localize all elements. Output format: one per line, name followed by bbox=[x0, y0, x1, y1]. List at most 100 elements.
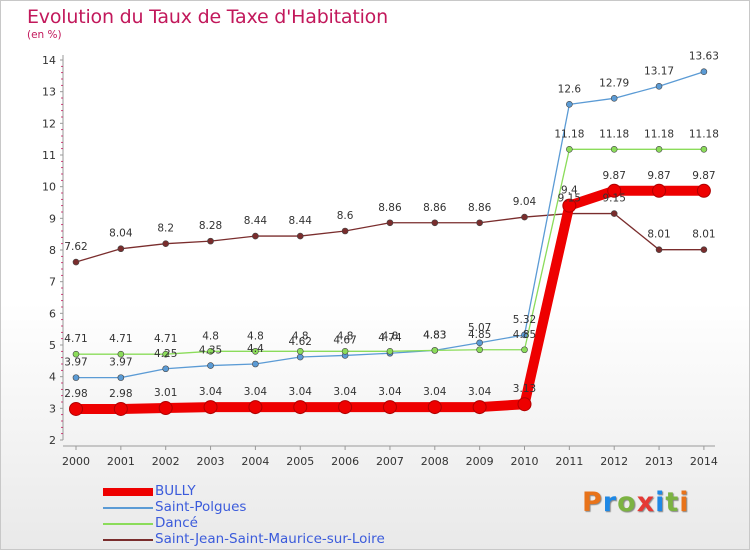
data-label-3: 8.01 bbox=[647, 229, 670, 241]
data-label-0: 2.98 bbox=[64, 388, 87, 400]
data-labels: 2.98 2.98 3.01 3.04 3.04 3.04 3.04 3.04 3.04 3.04… bbox=[64, 51, 719, 400]
y-tick-label: 13 bbox=[42, 86, 56, 99]
x-tick-label: 2004 bbox=[241, 455, 269, 468]
logo-letter: t bbox=[665, 487, 680, 518]
data-label-1: 3.97 bbox=[109, 357, 132, 369]
data-label-0: 3.04 bbox=[199, 386, 223, 398]
data-label-3: 8.44 bbox=[289, 215, 313, 227]
data-label-1: 12.79 bbox=[599, 77, 629, 89]
data-label-2: 4.85 bbox=[468, 329, 491, 341]
data-label-2: 4.8 bbox=[247, 330, 264, 342]
data-point-3 bbox=[386, 219, 394, 227]
data-label-1: 4.67 bbox=[333, 334, 356, 346]
data-label-1: 4.35 bbox=[199, 345, 222, 357]
data-point-0 bbox=[472, 400, 487, 415]
data-label-3: 9.15 bbox=[558, 193, 581, 205]
data-point-3 bbox=[72, 258, 80, 266]
data-point-2 bbox=[476, 346, 483, 354]
data-label-1: 4.83 bbox=[423, 329, 446, 341]
chart-title: Evolution du Taux de Taxe d'Habitation bbox=[27, 6, 388, 28]
legend-swatch-bully bbox=[103, 488, 153, 496]
data-point-1 bbox=[700, 68, 708, 76]
x-tick-label: 2002 bbox=[152, 455, 180, 468]
data-label-3: 8.86 bbox=[423, 202, 447, 214]
data-point-3 bbox=[341, 227, 349, 235]
proxiti-logo: Proxiti bbox=[582, 487, 690, 518]
legend-swatch-dance bbox=[103, 523, 153, 525]
data-point-2 bbox=[252, 348, 259, 355]
data-point-3 bbox=[296, 232, 304, 240]
data-point-3 bbox=[252, 232, 259, 240]
data-point-3 bbox=[117, 245, 125, 253]
data-point-1 bbox=[296, 353, 304, 361]
data-label-2: 4.8 bbox=[202, 330, 219, 342]
x-tick-label: 2007 bbox=[376, 455, 404, 468]
x-tick-label: 2008 bbox=[421, 455, 449, 468]
data-label-1: 4.62 bbox=[289, 336, 312, 348]
data-point-2 bbox=[117, 350, 125, 358]
axes: 2 3 4 5 6 7 8 9 10 11 12 13 14 2000 2001 2002 2003 2004 20… bbox=[42, 54, 718, 468]
x-tick-label: 2010 bbox=[511, 455, 539, 468]
data-label-2: 4.85 bbox=[513, 329, 536, 341]
data-label-2: 11.18 bbox=[689, 128, 719, 140]
legend-label-dance: Dancé bbox=[155, 515, 198, 531]
data-label-3: 8.44 bbox=[244, 215, 268, 227]
y-tick-label: 12 bbox=[42, 117, 56, 130]
x-tick-label: 2009 bbox=[466, 455, 494, 468]
data-label-0: 3.04 bbox=[468, 386, 492, 398]
data-point-1 bbox=[207, 362, 214, 369]
data-point-3 bbox=[207, 237, 214, 245]
data-point-0 bbox=[158, 401, 173, 416]
data-point-0 bbox=[69, 401, 83, 416]
data-point-2 bbox=[655, 146, 663, 153]
data-label-0: 9.87 bbox=[647, 170, 670, 182]
data-point-2 bbox=[431, 347, 439, 354]
data-point-1 bbox=[476, 339, 483, 347]
data-point-3 bbox=[700, 246, 708, 253]
data-point-2 bbox=[72, 350, 80, 358]
data-label-3: 9.04 bbox=[513, 196, 537, 208]
data-point-3 bbox=[431, 219, 439, 227]
logo-letter: P bbox=[582, 487, 603, 518]
data-point-0 bbox=[652, 183, 667, 198]
y-tick-label: 5 bbox=[49, 339, 56, 352]
y-tick-label: 6 bbox=[49, 307, 56, 320]
data-point-2 bbox=[207, 348, 214, 355]
data-label-1: 5.07 bbox=[468, 322, 491, 334]
data-label-3: 8.86 bbox=[468, 202, 492, 214]
data-point-1 bbox=[566, 101, 573, 108]
data-point-3 bbox=[655, 246, 663, 253]
logo-letter: o bbox=[617, 487, 637, 518]
data-label-2: 11.18 bbox=[554, 128, 584, 140]
data-point-0 bbox=[113, 401, 128, 416]
data-point-2 bbox=[566, 146, 573, 153]
series-lines bbox=[69, 68, 711, 416]
x-tick-label: 2014 bbox=[690, 455, 718, 468]
x-tick-label: 2003 bbox=[197, 455, 225, 468]
data-label-2: 4.8 bbox=[337, 330, 354, 342]
data-point-2 bbox=[386, 348, 394, 355]
x-tick-label: 2000 bbox=[62, 455, 90, 468]
x-tick-label: 2005 bbox=[286, 455, 314, 468]
data-label-3: 7.62 bbox=[64, 241, 87, 253]
data-point-3 bbox=[162, 240, 169, 247]
legend-label-bully: BULLY bbox=[155, 483, 196, 499]
data-label-3: 8.04 bbox=[109, 228, 133, 240]
data-label-1: 13.63 bbox=[689, 51, 719, 63]
y-tick-label: 7 bbox=[49, 276, 56, 289]
data-label-3: 8.01 bbox=[692, 229, 715, 241]
data-point-0 bbox=[607, 183, 622, 198]
y-tick-label: 8 bbox=[49, 244, 56, 257]
data-label-2: 4.71 bbox=[109, 333, 132, 345]
y-tick-label: 2 bbox=[49, 434, 56, 447]
data-label-1: 4.74 bbox=[378, 332, 402, 344]
legend-swatch-saint-polgues bbox=[103, 507, 153, 509]
data-label-3: 8.2 bbox=[157, 223, 174, 235]
data-label-0: 3.04 bbox=[378, 386, 402, 398]
data-label-2: 4.71 bbox=[154, 333, 177, 345]
legend-label-saint-polgues: Saint-Polgues bbox=[155, 499, 247, 515]
data-label-1: 4.25 bbox=[154, 348, 177, 360]
y-tick-label: 3 bbox=[49, 402, 56, 415]
data-point-0 bbox=[517, 397, 532, 412]
